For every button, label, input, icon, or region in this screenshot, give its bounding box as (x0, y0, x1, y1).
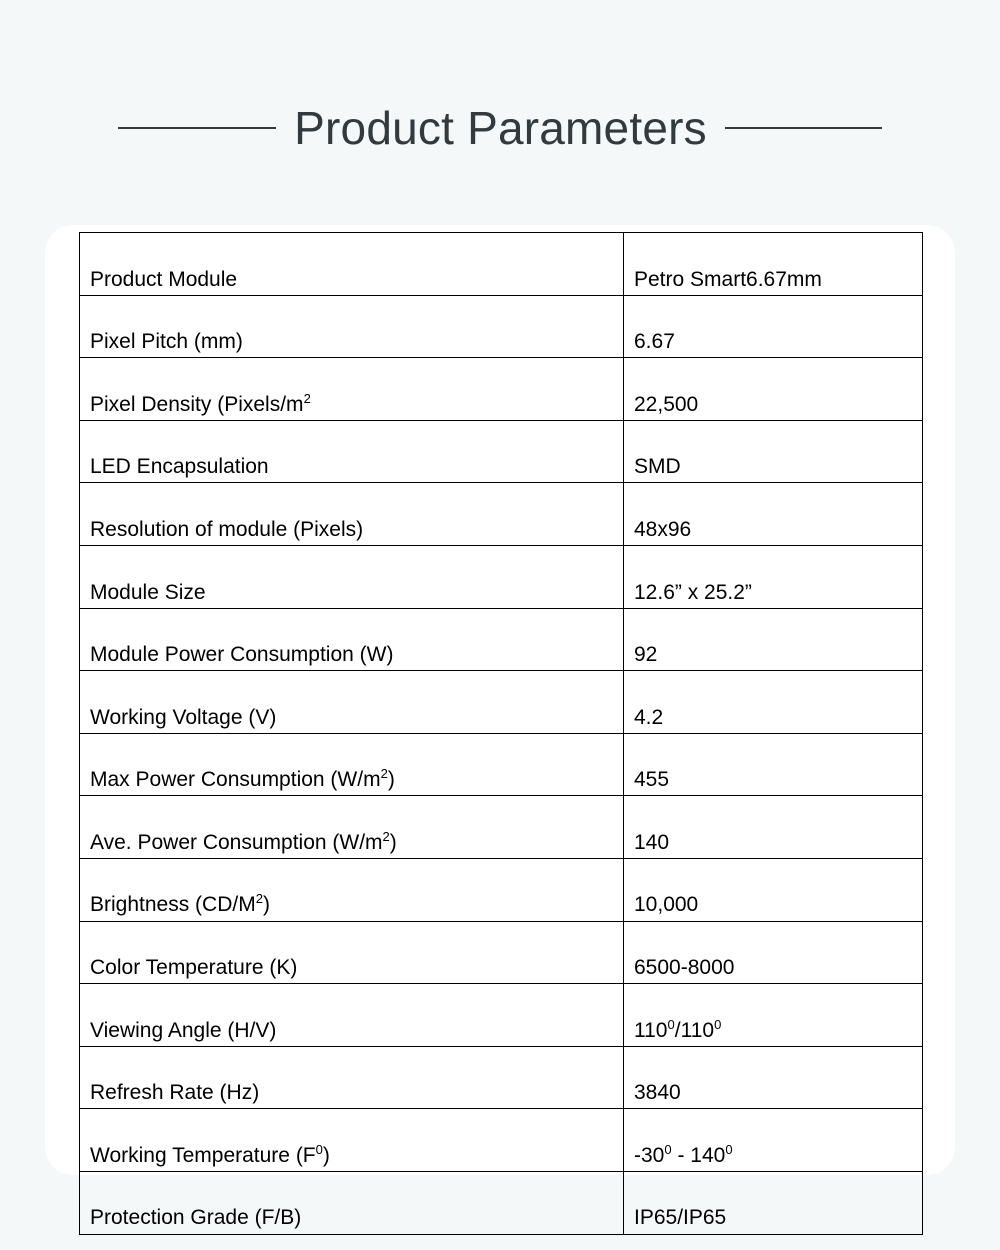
spec-label-cell: Working Temperature (F0) (79, 1108, 624, 1172)
spec-value-cell: 3840 (623, 1045, 923, 1110)
table-row: Product Module Petro Smart6.67mm (79, 232, 923, 296)
table-row: Resolution of module (Pixels) 48x96 (79, 482, 923, 546)
spec-label-cell: Protection Grade (F/B) (79, 1170, 624, 1235)
spec-label-cell: Product Module (79, 232, 624, 296)
spec-value-cell: 10,000 (623, 857, 923, 922)
table-row: Max Power Consumption (W/m2) 455 (79, 732, 923, 797)
spec-value-cell: 22,500 (623, 357, 923, 421)
spec-value-cell: Petro Smart6.67mm (623, 232, 923, 296)
table-row: LED Encapsulation SMD (79, 419, 923, 484)
table-row: Refresh Rate (Hz) 3840 (79, 1045, 923, 1110)
spec-value-cell: 92 (623, 607, 923, 672)
spec-value-cell: 4.2 (623, 670, 923, 734)
table-row: Viewing Angle (H/V) 1100/1100 (79, 983, 923, 1047)
table-row: Module Size 12.6” x 25.2” (79, 544, 923, 609)
spec-value-cell: IP65/IP65 (623, 1170, 923, 1235)
spec-label-cell: LED Encapsulation (79, 419, 624, 484)
spec-label-cell: Pixel Density (Pixels/m2 (79, 357, 624, 421)
spec-value-cell: 455 (623, 732, 923, 797)
spec-value-cell: -300 - 1400 (623, 1108, 923, 1172)
table-row: Brightness (CD/M2) 10,000 (79, 857, 923, 922)
table-row: Pixel Pitch (mm) 6.67 (79, 294, 923, 359)
spec-label-cell: Module Power Consumption (W) (79, 607, 624, 672)
spec-label-cell: Refresh Rate (Hz) (79, 1045, 624, 1110)
spec-value-cell: 6.67 (623, 294, 923, 359)
spec-label-cell: Pixel Pitch (mm) (79, 294, 624, 359)
spec-value-cell: 140 (623, 795, 923, 859)
spec-value-cell: 48x96 (623, 482, 923, 546)
table-row: Pixel Density (Pixels/m2 22,500 (79, 357, 923, 421)
table-row: Module Power Consumption (W) 92 (79, 607, 923, 672)
spec-label-cell: Module Size (79, 544, 624, 609)
product-parameters-table: Product Module Petro Smart6.67mm Pixel Pit… (79, 232, 923, 1235)
spec-label-cell: Viewing Angle (H/V) (79, 983, 624, 1047)
spec-value-cell: 6500-8000 (623, 920, 923, 985)
spec-label-cell: Max Power Consumption (W/m2) (79, 732, 624, 797)
spec-value-cell: 1100/1100 (623, 983, 923, 1047)
table-row: Working Voltage (V) 4.2 (79, 670, 923, 734)
spec-label-cell: Working Voltage (V) (79, 670, 624, 734)
spec-value-cell: 12.6” x 25.2” (623, 544, 923, 609)
spec-label-cell: Color Temperature (K) (79, 920, 624, 985)
table-row: Color Temperature (K) 6500-8000 (79, 920, 923, 985)
title-rule-right (724, 127, 882, 129)
spec-label-cell: Resolution of module (Pixels) (79, 482, 624, 546)
title-rule-left (118, 127, 277, 129)
spec-value-cell: SMD (623, 419, 923, 484)
page-title-block: Product Parameters (0, 96, 1000, 160)
page-title: Product Parameters (294, 102, 707, 154)
table-row: Protection Grade (F/B) IP65/IP65 (79, 1170, 923, 1235)
table-row: Working Temperature (F0) -300 - 1400 (79, 1108, 923, 1172)
table-row: Ave. Power Consumption (W/m2) 140 (79, 795, 923, 859)
spec-label-cell: Brightness (CD/M2) (79, 857, 624, 922)
spec-label-cell: Ave. Power Consumption (W/m2) (79, 795, 624, 859)
